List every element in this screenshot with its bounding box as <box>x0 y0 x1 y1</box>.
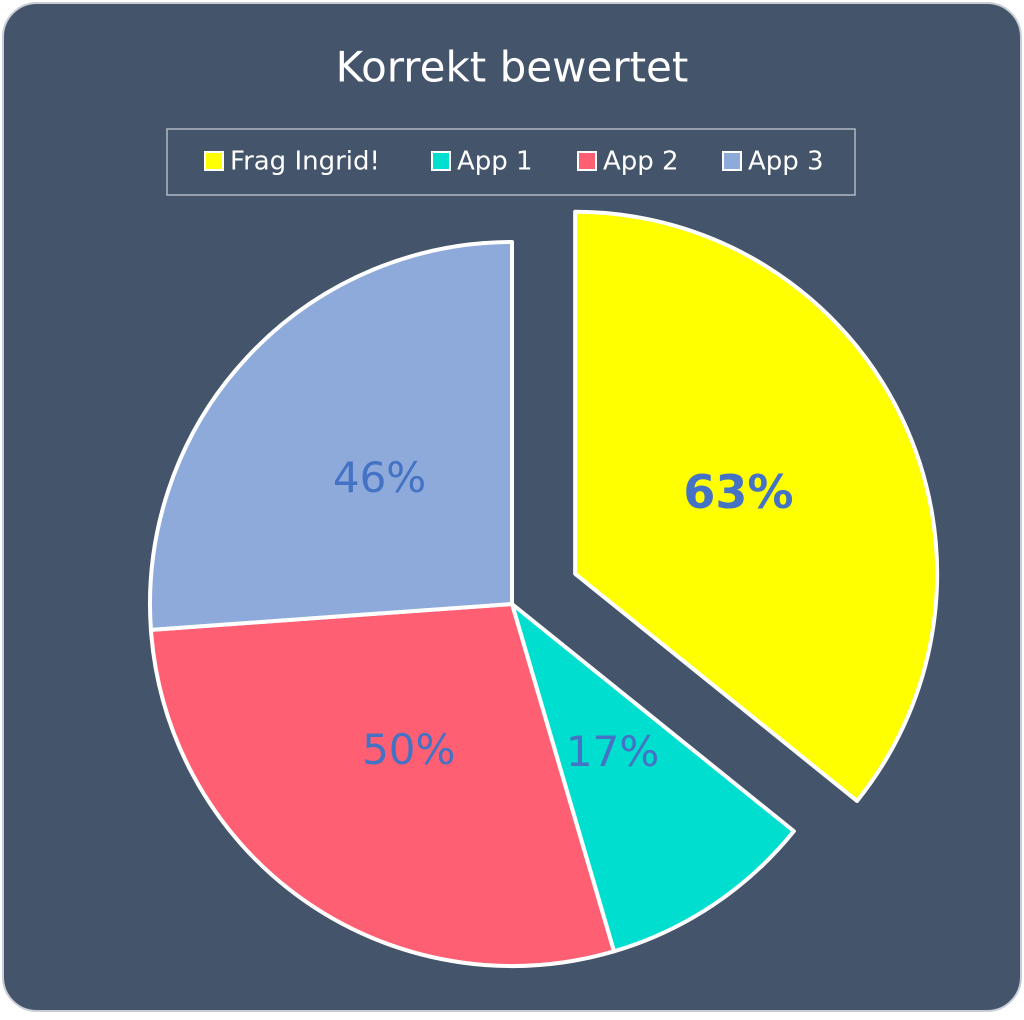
data-label: 63% <box>683 465 793 519</box>
legend-swatch <box>204 151 224 171</box>
data-label: 50% <box>362 725 455 774</box>
legend-swatch <box>431 151 451 171</box>
legend-label: App 1 <box>457 147 533 177</box>
pie-slice <box>510 602 796 954</box>
pie-slice <box>573 209 940 803</box>
legend-label: App 3 <box>748 147 824 177</box>
legend-label: Frag Ingrid! <box>230 147 380 177</box>
legend-swatch <box>577 151 597 171</box>
pie-slice <box>148 602 616 968</box>
legend-label: App 2 <box>603 147 679 177</box>
chart-title: Korrekt bewertet <box>336 43 689 92</box>
data-label: 17% <box>566 727 659 776</box>
legend-box <box>166 128 856 196</box>
legend-swatch <box>722 151 742 171</box>
pie-slice <box>148 240 514 632</box>
data-label: 46% <box>333 453 426 502</box>
